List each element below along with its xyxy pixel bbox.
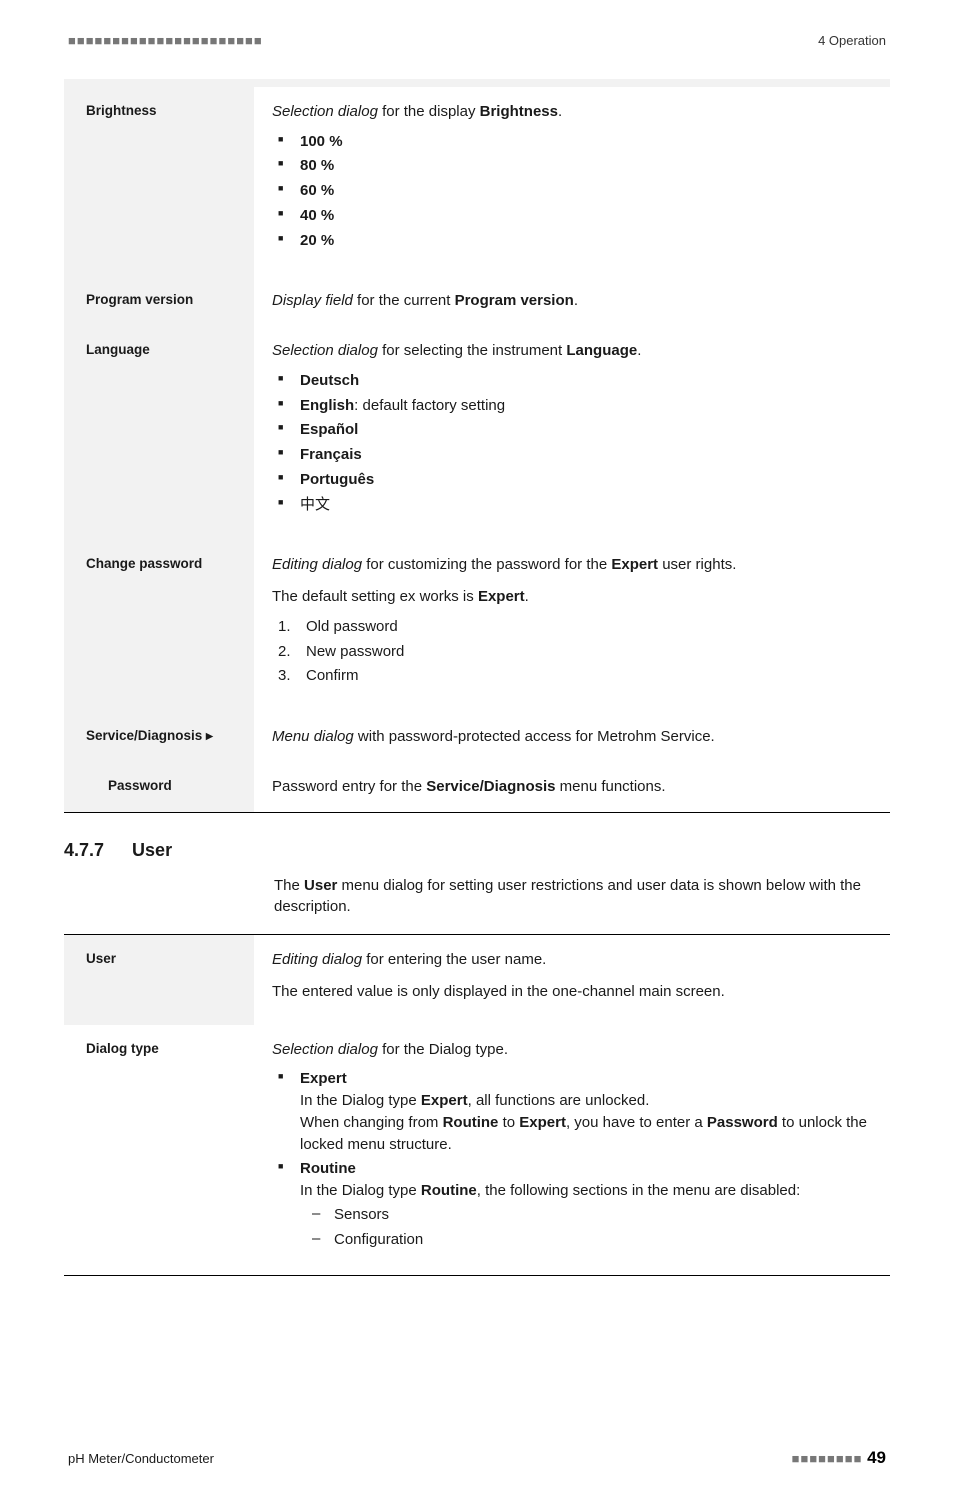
list-item: Español [300, 421, 358, 438]
list-item: Routine [300, 1160, 356, 1177]
text: : default factory setting [354, 397, 505, 414]
text: Routine [421, 1182, 477, 1199]
list-item: Configuration [312, 1229, 878, 1251]
text: Editing dialog [272, 951, 362, 968]
text: Display field [272, 292, 353, 309]
text: Expert [519, 1114, 566, 1131]
text: . [574, 292, 578, 309]
list-item: New password [306, 643, 404, 660]
text: Editing dialog [272, 556, 362, 573]
row-change-password-label: Change password [64, 540, 254, 712]
text: , you have to enter a [566, 1114, 707, 1131]
text: Selection dialog [272, 342, 378, 359]
text: Password [707, 1114, 778, 1131]
footer-left: pH Meter/Conductometer [68, 1450, 214, 1469]
text: User [304, 877, 337, 894]
row-language-label: Language [64, 326, 254, 540]
text: Password entry for the [272, 778, 426, 795]
text: Expert [611, 556, 658, 573]
footer-dots: ■■■■■■■■ [792, 1451, 863, 1466]
list-item: Confirm [306, 667, 359, 684]
text: with password-protected access for Metro… [354, 728, 715, 745]
text: user rights. [658, 556, 736, 573]
divider [64, 812, 890, 813]
page-footer: pH Meter/Conductometer ■■■■■■■■ 49 [64, 1446, 890, 1471]
section-title: User [132, 837, 172, 863]
row-dialog-type-label: Dialog type [64, 1025, 254, 1276]
text: Expert [478, 588, 525, 605]
text: The entered value is only displayed in t… [272, 981, 878, 1003]
text: Brightness [480, 103, 558, 120]
list-item: Deutsch [300, 372, 359, 389]
list-item: English [300, 397, 354, 414]
row-password-label: Password [64, 762, 254, 812]
text: When changing from [300, 1114, 443, 1131]
row-user-label: User [64, 935, 254, 1025]
row-service-desc: Menu dialog with password-protected acce… [254, 712, 890, 762]
row-service-label: Service/Diagnosis ▸ [64, 712, 254, 762]
row-program-version-label: Program version [64, 276, 254, 326]
text: , the following sections in the menu are… [477, 1182, 801, 1199]
list-item: 80 % [300, 157, 334, 174]
text: for customizing the password for the [362, 556, 611, 573]
footer-right: ■■■■■■■■ 49 [792, 1446, 886, 1471]
text: for the Dialog type. [378, 1041, 508, 1058]
chapter-title: 4 Operation [818, 32, 886, 51]
row-program-version-desc: Display field for the current Program ve… [254, 276, 890, 326]
row-language-desc: Selection dialog for selecting the instr… [254, 326, 890, 540]
text: menu functions. [555, 778, 665, 795]
text: . [558, 103, 562, 120]
text: . [637, 342, 641, 359]
page-number: 49 [867, 1448, 886, 1467]
list-item: 40 % [300, 207, 334, 224]
row-change-password-desc: Editing dialog for customizing the passw… [254, 540, 890, 712]
text: to [498, 1114, 519, 1131]
list-item: 中文 [300, 496, 330, 513]
text: Routine [443, 1114, 499, 1131]
row-dialog-type-desc: Selection dialog for the Dialog type. Ex… [254, 1025, 890, 1276]
page-header: ■■■■■■■■■■■■■■■■■■■■■■ 4 Operation [64, 32, 890, 79]
list-item: Old password [306, 618, 398, 635]
list-item: 60 % [300, 182, 334, 199]
row-user-desc: Editing dialog for entering the user nam… [254, 935, 890, 1025]
text: In the Dialog type [300, 1092, 421, 1109]
list-item: Sensors [312, 1204, 878, 1226]
list-item: 20 % [300, 232, 334, 249]
settings-table-2: User Editing dialog for entering the use… [64, 935, 890, 1275]
text: Selection dialog [272, 103, 378, 120]
text: The [274, 877, 304, 894]
text: , all functions are unlocked. [468, 1092, 650, 1109]
text: for the current [353, 292, 455, 309]
list-item: 100 % [300, 133, 343, 150]
section-number: 4.7.7 [64, 837, 104, 863]
text: for entering the user name. [362, 951, 546, 968]
divider [64, 1275, 890, 1276]
text: for selecting the instrument [378, 342, 566, 359]
text: Menu dialog [272, 728, 354, 745]
text: for the display [378, 103, 480, 120]
list-item: Português [300, 471, 374, 488]
text: The default setting ex works is [272, 588, 478, 605]
text: menu dialog for setting user restriction… [274, 877, 861, 916]
row-brightness-desc: Selection dialog for the display Brightn… [254, 83, 890, 277]
row-brightness-label: Brightness [64, 83, 254, 277]
text: Expert [421, 1092, 468, 1109]
text: . [525, 588, 529, 605]
text: Program version [455, 292, 574, 309]
list-item: Français [300, 446, 362, 463]
text: Selection dialog [272, 1041, 378, 1058]
section-intro: The User menu dialog for setting user re… [274, 875, 890, 919]
settings-table-1: Brightness Selection dialog for the disp… [64, 79, 890, 812]
text: In the Dialog type [300, 1182, 421, 1199]
list-item: Expert [300, 1070, 347, 1087]
row-password-desc: Password entry for the Service/Diagnosis… [254, 762, 890, 812]
text: Service/Diagnosis [426, 778, 555, 795]
header-dots: ■■■■■■■■■■■■■■■■■■■■■■ [68, 32, 263, 51]
section-heading: 4.7.7 User [64, 837, 890, 863]
text: Language [566, 342, 637, 359]
